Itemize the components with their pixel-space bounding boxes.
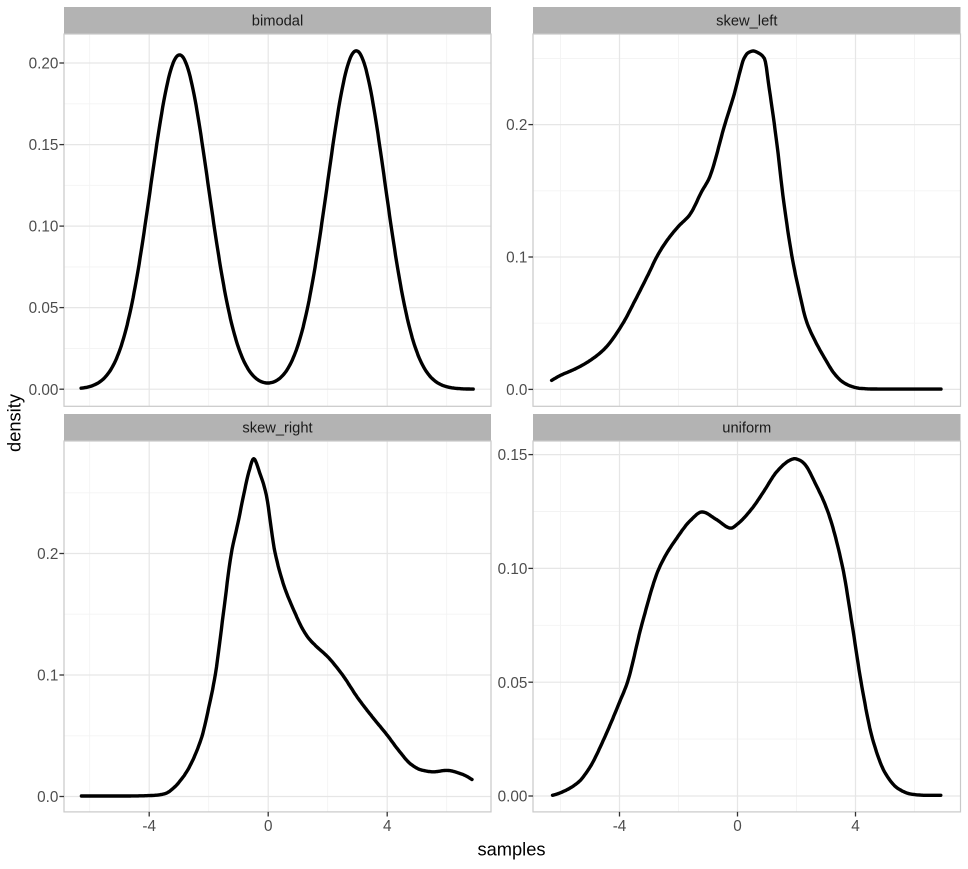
svg-text:0.00: 0.00 (498, 789, 528, 806)
svg-text:0.15: 0.15 (29, 137, 59, 154)
svg-text:0.0: 0.0 (37, 789, 58, 806)
svg-text:0.1: 0.1 (37, 668, 58, 685)
svg-text:samples: samples (477, 839, 545, 860)
svg-text:skew_right: skew_right (242, 421, 312, 437)
svg-text:0.00: 0.00 (29, 382, 59, 399)
svg-text:4: 4 (851, 818, 860, 835)
svg-text:density: density (4, 393, 25, 452)
svg-text:0: 0 (733, 818, 742, 835)
svg-text:4: 4 (383, 818, 392, 835)
svg-text:0.10: 0.10 (498, 561, 528, 578)
svg-text:0.2: 0.2 (37, 546, 58, 563)
svg-text:0.2: 0.2 (506, 117, 527, 134)
svg-text:0.15: 0.15 (498, 447, 528, 464)
svg-text:0.10: 0.10 (29, 219, 59, 236)
svg-text:0.20: 0.20 (29, 56, 59, 73)
svg-text:0.05: 0.05 (29, 300, 59, 317)
svg-text:-4: -4 (613, 818, 627, 835)
svg-text:0: 0 (264, 818, 273, 835)
svg-text:skew_left: skew_left (716, 14, 777, 30)
svg-text:-4: -4 (142, 818, 156, 835)
svg-text:0.05: 0.05 (498, 675, 528, 692)
svg-text:0.0: 0.0 (506, 382, 527, 399)
svg-text:bimodal: bimodal (252, 14, 303, 30)
svg-text:0.1: 0.1 (506, 250, 527, 267)
svg-text:uniform: uniform (722, 421, 771, 437)
